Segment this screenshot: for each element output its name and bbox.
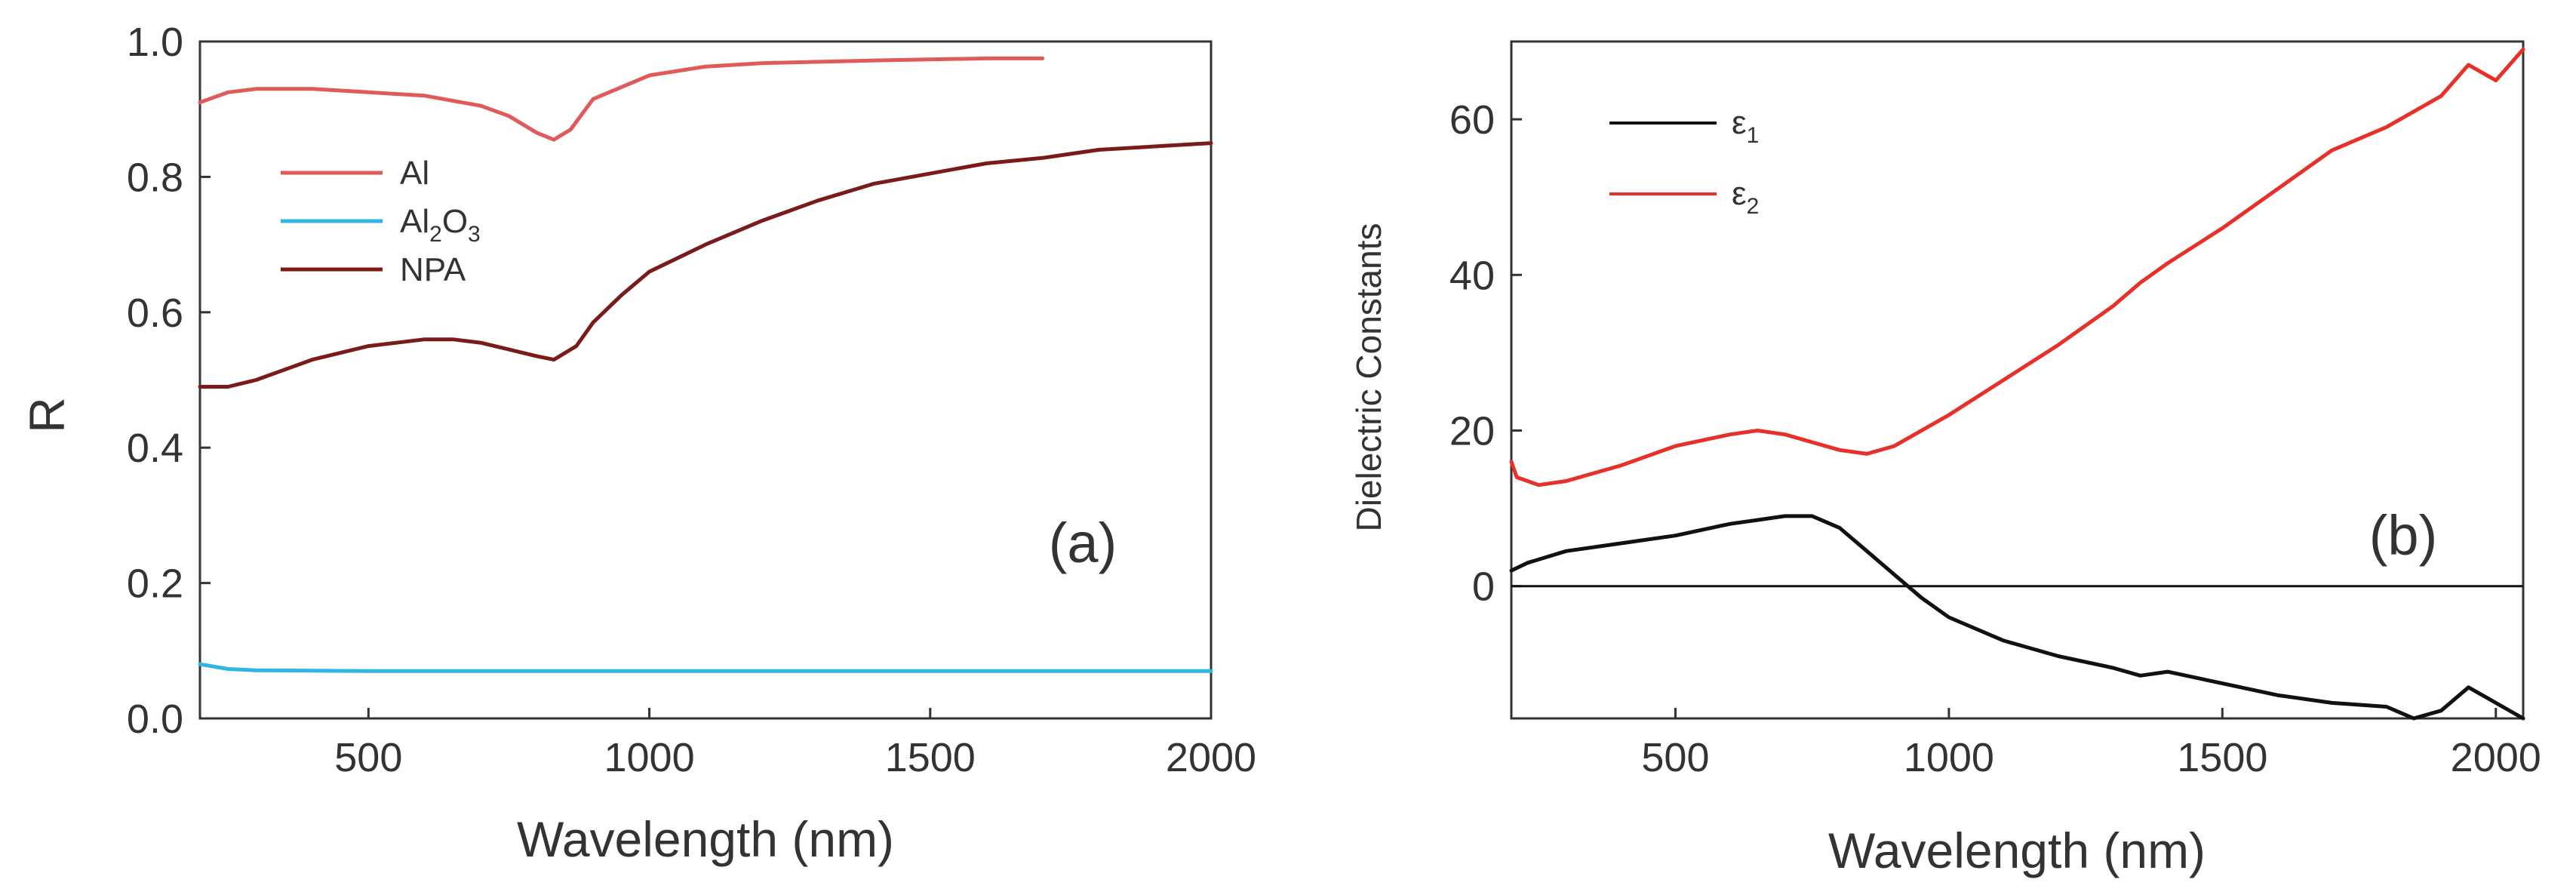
- panel-b-x-tick-label: 500: [1641, 735, 1709, 780]
- panel-a-x-tick-label: 500: [334, 735, 402, 780]
- legend-label-al2o3: Al2O3: [400, 203, 481, 247]
- legend-label-eps2: ε2: [1732, 175, 1759, 219]
- panel-a-y-tick-label: 0.8: [127, 155, 183, 200]
- panel-a-x-axis-label: Wavelength (nm): [517, 811, 894, 867]
- panel-a-ticks: 500 1000 1500 2000 0.0 0.2 0.4 0.6 0.8 1.0: [127, 20, 1256, 780]
- panel-a-y-tick-label: 0.4: [127, 426, 183, 471]
- panel-a-y-tick-label: 0.6: [127, 291, 183, 336]
- legend-label-al: Al: [400, 155, 429, 192]
- legend-eps1-sub: 1: [1747, 123, 1760, 148]
- panel-b-series-line-1: [1509, 514, 2525, 721]
- legend-al2o3-sub2: 3: [468, 222, 481, 247]
- panel-a-series-line-npa: [198, 141, 1213, 389]
- legend-eps2-main: ε: [1732, 175, 1747, 212]
- legend-label-npa: NPA: [400, 251, 466, 288]
- panel-a-x-tick-label: 1000: [604, 735, 694, 780]
- panel-b-x-tick-label: 2000: [2451, 735, 2541, 780]
- panel-b-plot-frame: [1510, 40, 2525, 720]
- panel-b-x-tick-label: 1500: [2177, 735, 2267, 780]
- panel-a-plot-frame: [198, 40, 1213, 720]
- panel-b-y-tick-label: 0: [1472, 564, 1495, 610]
- legend-al2o3-main: Al: [400, 203, 429, 240]
- panel-b-ticks: 500 1000 1500 2000 0 20 40 60: [1449, 97, 2541, 780]
- panel-a-y-axis-label: R: [19, 397, 75, 433]
- legend-al2o3-sub1: 2: [429, 222, 442, 247]
- panel-a-x-tick-label: 2000: [1166, 735, 1256, 780]
- panel-b-y-tick-label: 20: [1449, 409, 1495, 454]
- panel-a-y-tick-label: 1.0: [127, 20, 183, 65]
- panel-b-series-line-2: [1509, 47, 2525, 487]
- panel-b-y-axis-label: Dielectric Constants: [1349, 223, 1388, 531]
- legend-label-eps1: ε1: [1732, 104, 1759, 148]
- legend-eps1-main: ε: [1732, 104, 1747, 141]
- panel-b-y-tick-label: 60: [1449, 97, 1495, 143]
- panel-b-x-tick-label: 1000: [1904, 735, 1994, 780]
- panel-b-y-tick-label: 40: [1449, 253, 1495, 298]
- panel-b-tag: (b): [2369, 504, 2437, 567]
- panel-a-y-tick-label: 0.2: [127, 561, 183, 607]
- panel-b: 500 1000 1500 2000 0 20 40 60 Wavelength (nm) D…: [1349, 40, 2541, 878]
- panel-a-tag: (a): [1049, 512, 1117, 574]
- panel-a: 500 1000 1500 2000 0.0 0.2 0.4 0.6 0.8 1.0 Wavele…: [19, 20, 1256, 867]
- legend-eps2-sub: 2: [1747, 194, 1760, 219]
- panel-a-y-tick-label: 0.0: [127, 697, 183, 742]
- panel-b-series: [1509, 47, 2525, 721]
- panel-b-legend: ε1 ε2: [1609, 104, 1759, 219]
- panel-a-series-line-al2o3: [198, 662, 1213, 673]
- legend-al2o3-mid: O: [442, 203, 468, 240]
- panel-a-series-line-al: [198, 56, 1045, 142]
- panel-a-x-tick-label: 1500: [885, 735, 976, 780]
- panel-a-series: [198, 56, 1213, 673]
- panel-b-x-axis-label: Wavelength (nm): [1828, 823, 2206, 878]
- panel-a-legend: Al Al2O3 NPA: [281, 155, 481, 288]
